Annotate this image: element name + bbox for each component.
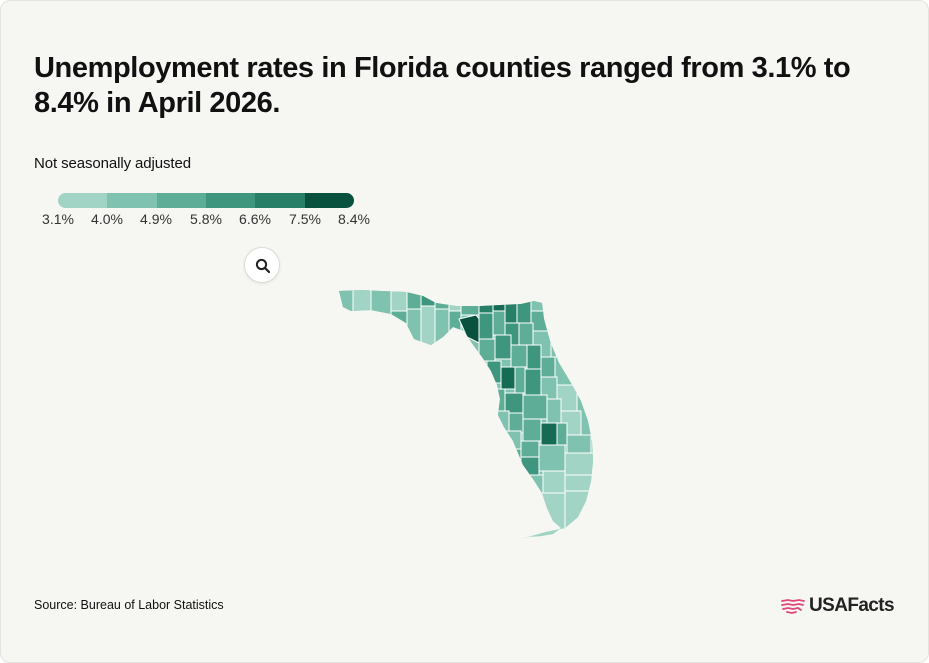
county-region xyxy=(434,290,450,310)
county-region xyxy=(478,338,496,362)
county-region xyxy=(506,448,522,474)
county-region xyxy=(504,392,524,414)
county-region xyxy=(390,310,408,332)
county-region xyxy=(492,290,506,312)
county-region xyxy=(370,290,392,322)
county-region xyxy=(339,290,354,322)
county-region xyxy=(420,305,436,352)
county-region xyxy=(406,308,422,350)
legend-swatch xyxy=(58,193,108,208)
county-region xyxy=(556,422,568,446)
county-region xyxy=(530,290,552,312)
county-region xyxy=(448,310,462,352)
chart-title: Unemployment rates in Florida counties r… xyxy=(34,52,851,119)
county-region xyxy=(406,290,422,310)
county-region xyxy=(564,452,593,476)
legend-swatch xyxy=(205,193,256,208)
county-region xyxy=(530,310,552,332)
county-region xyxy=(566,434,592,454)
legend-tick: 4.0% xyxy=(91,211,123,227)
county-region xyxy=(494,334,512,360)
county-region xyxy=(500,430,522,450)
legend-tick: 3.1% xyxy=(42,211,74,227)
county-regions xyxy=(339,290,593,539)
county-region xyxy=(478,312,494,340)
usa-map-stripes-icon xyxy=(781,599,805,614)
county-region xyxy=(460,290,480,316)
county-region xyxy=(490,388,506,412)
county-region xyxy=(504,290,518,324)
chart-subtitle: Not seasonally adjusted xyxy=(34,155,191,172)
county-region xyxy=(564,490,593,539)
county-region xyxy=(420,290,436,307)
county-region xyxy=(540,356,556,378)
county-region xyxy=(508,412,524,434)
county-region xyxy=(434,308,450,352)
county-region xyxy=(546,398,562,424)
county-region xyxy=(542,470,566,494)
usafacts-logo[interactable]: USAFacts xyxy=(781,593,895,619)
county-region xyxy=(540,422,558,446)
legend-tick: 6.6% xyxy=(239,211,271,227)
county-region xyxy=(448,290,462,312)
legend-color-scale xyxy=(58,193,354,208)
county-region xyxy=(500,366,516,390)
logo-text: USAFacts xyxy=(809,595,895,616)
legend-tick: 4.9% xyxy=(140,211,172,227)
county-region xyxy=(514,366,526,394)
legend-tick: 7.5% xyxy=(289,211,321,227)
legend-swatch xyxy=(304,193,354,208)
zoom-button[interactable] xyxy=(244,247,280,283)
county-region xyxy=(478,290,494,314)
county-region xyxy=(352,290,372,322)
county-region xyxy=(520,440,540,458)
search-icon xyxy=(255,258,271,274)
county-region xyxy=(520,456,540,476)
county-region xyxy=(510,344,528,368)
county-region xyxy=(520,474,544,498)
county-region xyxy=(538,444,566,472)
legend-swatch xyxy=(107,193,157,208)
legend-swatch xyxy=(156,193,206,208)
county-region xyxy=(522,394,548,420)
county-region xyxy=(494,410,510,432)
legend-tick: 5.8% xyxy=(190,211,222,227)
county-region xyxy=(554,356,578,386)
county-region xyxy=(518,322,534,346)
legend-tick-labels: 3.1% 4.0% 4.9% 5.8% 6.6% 7.5% 8.4% xyxy=(1,211,421,231)
legend-swatch xyxy=(255,193,305,208)
legend-tick: 8.4% xyxy=(338,211,370,227)
county-region xyxy=(564,474,593,492)
county-region xyxy=(492,310,506,336)
county-region xyxy=(390,290,408,312)
county-region xyxy=(522,418,542,442)
county-region xyxy=(486,360,502,384)
county-region xyxy=(524,368,542,396)
county-region xyxy=(530,492,566,539)
county-region xyxy=(516,290,532,324)
county-region xyxy=(526,344,542,370)
source-note: Source: Bureau of Labor Statistics xyxy=(34,598,224,612)
